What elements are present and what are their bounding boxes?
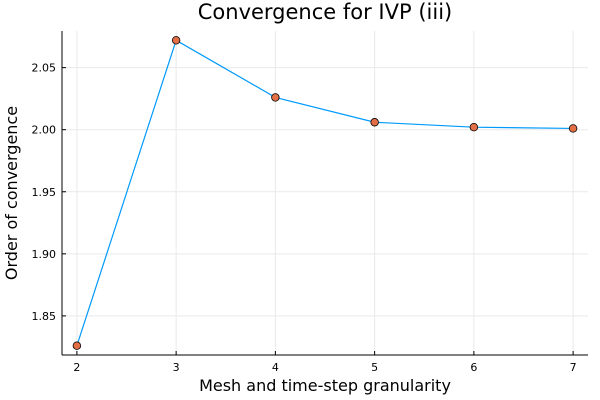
y-tick-label: 2.05 (32, 62, 57, 75)
data-point (72, 341, 82, 350)
y-tick-label: 1.85 (32, 310, 57, 323)
data-point (568, 124, 578, 133)
x-tick-label: 4 (272, 361, 279, 374)
x-tick-label: 7 (570, 361, 577, 374)
y-tick-label: 1.95 (32, 186, 57, 199)
data-point (171, 36, 181, 45)
axes (61, 31, 588, 356)
x-tick-label: 6 (470, 361, 477, 374)
y-ticks: 1.85 1.90 1.95 2.00 2.05 (32, 62, 66, 323)
x-axis-label: Mesh and time-step granularity (199, 376, 451, 395)
x-tick-label: 3 (173, 361, 180, 374)
y-tick-label: 1.90 (32, 248, 57, 261)
series (72, 36, 578, 350)
y-axis-label: Order of convergence (2, 106, 21, 280)
series-line (76, 39, 574, 346)
data-point (271, 93, 280, 102)
grid (62, 31, 588, 355)
x-tick-label: 5 (371, 361, 378, 374)
y-tick-label: 2.00 (32, 124, 57, 137)
x-tick-label: 2 (73, 361, 80, 374)
data-point (469, 123, 479, 132)
x-ticks: 2 3 4 5 6 7 (73, 351, 577, 374)
data-point (370, 118, 379, 127)
chart-title: Convergence for IVP (iii) (198, 0, 452, 24)
